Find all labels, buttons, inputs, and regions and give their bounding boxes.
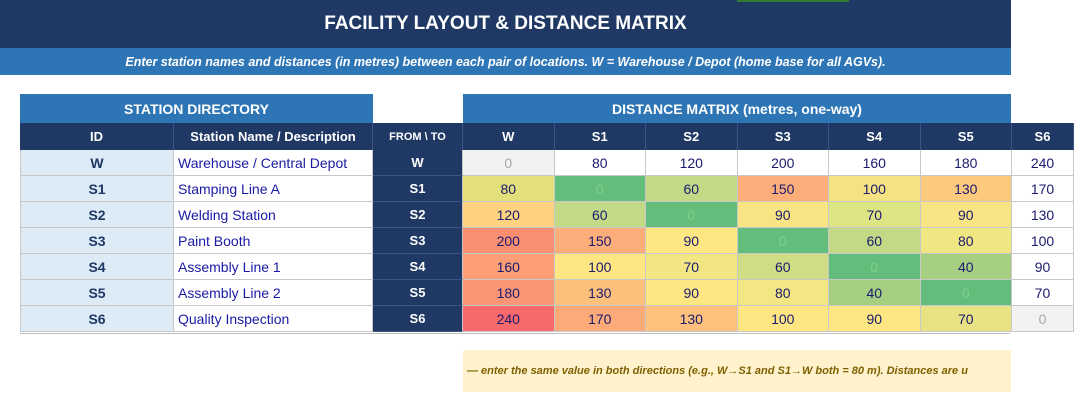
- station-id-cell[interactable]: S1: [20, 176, 174, 202]
- distance-cell[interactable]: 180: [920, 150, 1012, 176]
- matrix-col-header: W: [463, 123, 555, 150]
- distance-cell[interactable]: 200: [737, 150, 829, 176]
- distance-cell[interactable]: 100: [737, 306, 829, 332]
- distance-cell[interactable]: 70: [1012, 280, 1074, 306]
- distance-cell[interactable]: 170: [554, 306, 646, 332]
- station-name-cell[interactable]: Assembly Line 2: [174, 280, 373, 306]
- matrix-col-header: S6: [1012, 123, 1074, 150]
- distance-cell[interactable]: 80: [737, 280, 829, 306]
- distance-cell[interactable]: 90: [920, 202, 1012, 228]
- distance-cell[interactable]: 130: [1012, 202, 1074, 228]
- matrix-row-header: S6: [373, 306, 463, 332]
- distance-matrix-header: DISTANCE MATRIX (metres, one-way): [463, 94, 1011, 123]
- distance-cell[interactable]: 100: [829, 176, 921, 202]
- station-directory-header: STATION DIRECTORY: [20, 94, 373, 123]
- station-id-cell[interactable]: S6: [20, 306, 174, 332]
- distance-cell[interactable]: 130: [646, 306, 738, 332]
- distance-cell[interactable]: 120: [463, 202, 555, 228]
- distance-cell[interactable]: 70: [829, 202, 921, 228]
- distance-cell[interactable]: 70: [920, 306, 1012, 332]
- station-id-cell[interactable]: S5: [20, 280, 174, 306]
- distance-cell[interactable]: 240: [463, 306, 555, 332]
- matrix-col-header: S2: [646, 123, 738, 150]
- distance-cell[interactable]: 120: [646, 150, 738, 176]
- station-id-cell[interactable]: S2: [20, 202, 174, 228]
- distance-cell[interactable]: 40: [829, 280, 921, 306]
- col-header-station-name: Station Name / Description: [174, 123, 373, 150]
- distance-cell[interactable]: 160: [829, 150, 921, 176]
- from-to-corner: FROM \ TO: [373, 123, 463, 150]
- distance-cell[interactable]: 160: [463, 254, 555, 280]
- matrix-row-header: W: [373, 150, 463, 176]
- distance-cell[interactable]: 150: [554, 228, 646, 254]
- distance-cell[interactable]: 200: [463, 228, 555, 254]
- distance-cell[interactable]: 170: [1012, 176, 1074, 202]
- matrix-col-header: S1: [554, 123, 646, 150]
- station-name-cell[interactable]: Paint Booth: [174, 228, 373, 254]
- distance-cell[interactable]: 60: [737, 254, 829, 280]
- matrix-row-header: S4: [373, 254, 463, 280]
- table-bottom-border: [20, 333, 1010, 334]
- distance-cell[interactable]: 90: [829, 306, 921, 332]
- distance-cell[interactable]: 80: [920, 228, 1012, 254]
- distance-cell[interactable]: 0: [554, 176, 646, 202]
- matrix-col-header: S4: [829, 123, 921, 150]
- station-name-cell[interactable]: Warehouse / Central Depot: [174, 150, 373, 176]
- distance-cell[interactable]: 130: [554, 280, 646, 306]
- distance-cell[interactable]: 0: [463, 150, 555, 176]
- station-id-cell[interactable]: S3: [20, 228, 174, 254]
- matrix-row-header: S1: [373, 176, 463, 202]
- distance-cell[interactable]: 180: [463, 280, 555, 306]
- distance-cell[interactable]: 0: [737, 228, 829, 254]
- active-cell-indicator: [737, 0, 849, 2]
- station-name-cell[interactable]: Stamping Line A: [174, 176, 373, 202]
- station-name-cell[interactable]: Quality Inspection: [174, 306, 373, 332]
- distance-cell[interactable]: 150: [737, 176, 829, 202]
- distance-cell[interactable]: 0: [646, 202, 738, 228]
- station-name-cell[interactable]: Welding Station: [174, 202, 373, 228]
- col-header-id: ID: [20, 123, 174, 150]
- matrix-row-header: S5: [373, 280, 463, 306]
- matrix-row-header: S2: [373, 202, 463, 228]
- page-title: FACILITY LAYOUT & DISTANCE MATRIX: [0, 0, 1011, 48]
- station-id-cell[interactable]: S4: [20, 254, 174, 280]
- note-banner: — enter the same value in both direction…: [463, 350, 1011, 392]
- distance-cell[interactable]: 70: [646, 254, 738, 280]
- distance-cell[interactable]: 90: [737, 202, 829, 228]
- distance-cell[interactable]: 40: [920, 254, 1012, 280]
- distance-cell[interactable]: 0: [920, 280, 1012, 306]
- station-name-cell[interactable]: Assembly Line 1: [174, 254, 373, 280]
- matrix-col-header: S3: [737, 123, 829, 150]
- distance-cell[interactable]: 60: [646, 176, 738, 202]
- distance-cell[interactable]: 60: [554, 202, 646, 228]
- instructions-banner: Enter station names and distances (in me…: [0, 48, 1011, 75]
- distance-cell[interactable]: 60: [829, 228, 921, 254]
- distance-cell[interactable]: 90: [1012, 254, 1074, 280]
- distance-cell[interactable]: 100: [554, 254, 646, 280]
- station-id-cell[interactable]: W: [20, 150, 174, 176]
- distance-cell[interactable]: 100: [1012, 228, 1074, 254]
- distance-cell[interactable]: 130: [920, 176, 1012, 202]
- matrix-col-header: S5: [920, 123, 1012, 150]
- distance-cell[interactable]: 0: [829, 254, 921, 280]
- distance-cell[interactable]: 80: [554, 150, 646, 176]
- distance-cell[interactable]: 0: [1012, 306, 1074, 332]
- distance-cell[interactable]: 90: [646, 280, 738, 306]
- distance-cell[interactable]: 90: [646, 228, 738, 254]
- distance-cell[interactable]: 80: [463, 176, 555, 202]
- distance-cell[interactable]: 240: [1012, 150, 1074, 176]
- matrix-row-header: S3: [373, 228, 463, 254]
